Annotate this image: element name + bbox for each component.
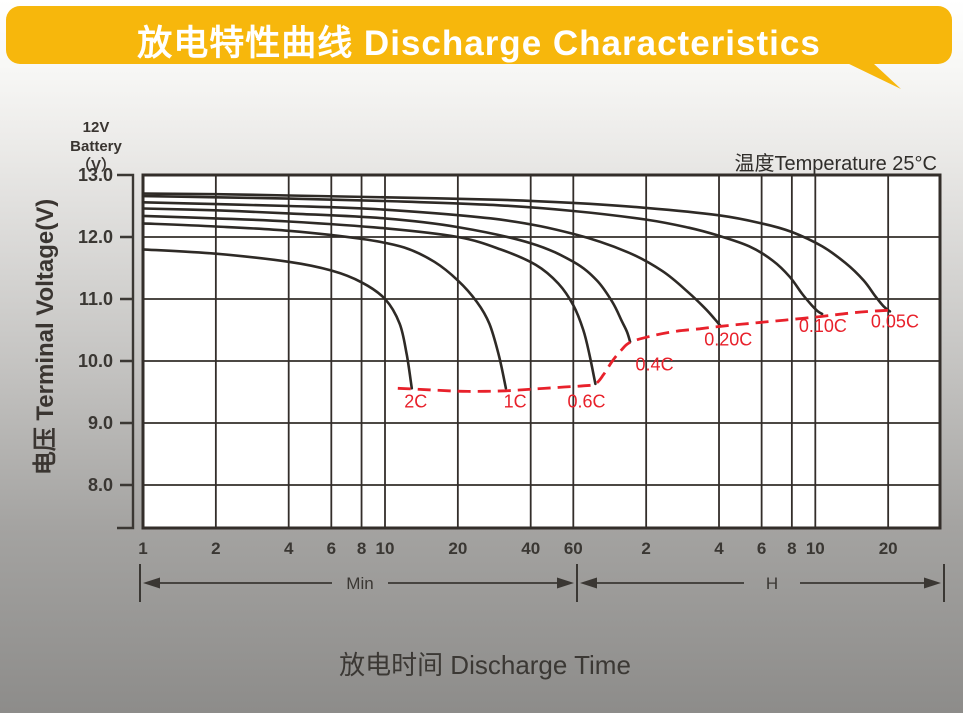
- rate-label-0.05C: 0.05C: [871, 312, 919, 332]
- x-tick-label-min: 40: [521, 539, 540, 558]
- minutes-range-arrowhead-left: [143, 577, 160, 589]
- rate-label-0.20C: 0.20C: [704, 330, 752, 350]
- rate-label-0.10C: 0.10C: [799, 316, 847, 336]
- x-tick-label-min: 60: [564, 539, 583, 558]
- x-tick-label-hour: 10: [806, 539, 825, 558]
- curve-0.20C: [141, 201, 722, 328]
- x-tick-label-min: 10: [376, 539, 395, 558]
- curve-0.10C: [141, 194, 824, 316]
- curve-2C: [141, 248, 414, 390]
- x-tick-label-hour: 8: [787, 539, 796, 558]
- minutes-range-arrowhead-right: [557, 577, 574, 589]
- y-tick-label: 8.0: [88, 475, 113, 495]
- temperature-note: 温度Temperature 25°C: [734, 153, 937, 175]
- x-tick-label-min: 6: [327, 539, 336, 558]
- cutoff-curve: [397, 308, 890, 393]
- rate-label-0.4C: 0.4C: [636, 354, 674, 374]
- y-tick-label: 12.0: [78, 227, 113, 247]
- y-tick-label: 9.0: [88, 413, 113, 433]
- curve-1C: [141, 222, 508, 390]
- curve-0.6C: [141, 214, 597, 386]
- curve-0.05C: [141, 192, 892, 313]
- rate-label-0.6C: 0.6C: [567, 392, 605, 412]
- x-tick-label-min: 4: [284, 539, 294, 558]
- x-tick-label-min: 2: [211, 539, 220, 558]
- hours-range-unit-label: H: [766, 574, 778, 593]
- x-tick-label-min: 20: [448, 539, 467, 558]
- battery-type-label: 12V Battery （V）: [40, 118, 152, 175]
- hours-range-arrowhead-right: [924, 577, 941, 589]
- rate-label-2C: 2C: [404, 392, 427, 412]
- x-tick-label-hour: 2: [641, 539, 650, 558]
- x-tick-label-hour: 6: [757, 539, 766, 558]
- curve-0.4C: [141, 207, 632, 344]
- battery-type-line: Battery: [70, 138, 122, 155]
- y-tick-label: 10.0: [78, 351, 113, 371]
- battery-type-line: （V）: [75, 157, 116, 174]
- hours-range-arrowhead-left: [580, 577, 597, 589]
- x-tick-label-min: 1: [138, 539, 147, 558]
- rate-label-1C: 1C: [504, 392, 527, 412]
- y-axis-bracket: [117, 173, 135, 530]
- y-tick-label: 13.0: [78, 165, 113, 185]
- page-title: 放电特性曲线 Discharge Characteristics: [137, 24, 821, 63]
- x-axis-title: 放电时间 Discharge Time: [339, 650, 631, 680]
- x-tick-label-min: 8: [357, 539, 366, 558]
- plot-border: [141, 173, 942, 530]
- plot-area: [143, 175, 940, 528]
- x-tick-label-hour: 4: [714, 539, 724, 558]
- y-tick-label: 11.0: [79, 289, 113, 309]
- battery-type-line: 12V: [82, 119, 110, 136]
- title-banner: 放电特性曲线 Discharge Characteristics: [6, 6, 952, 64]
- minutes-range-unit-label: Min: [346, 574, 373, 593]
- x-tick-label-hour: 20: [879, 539, 898, 558]
